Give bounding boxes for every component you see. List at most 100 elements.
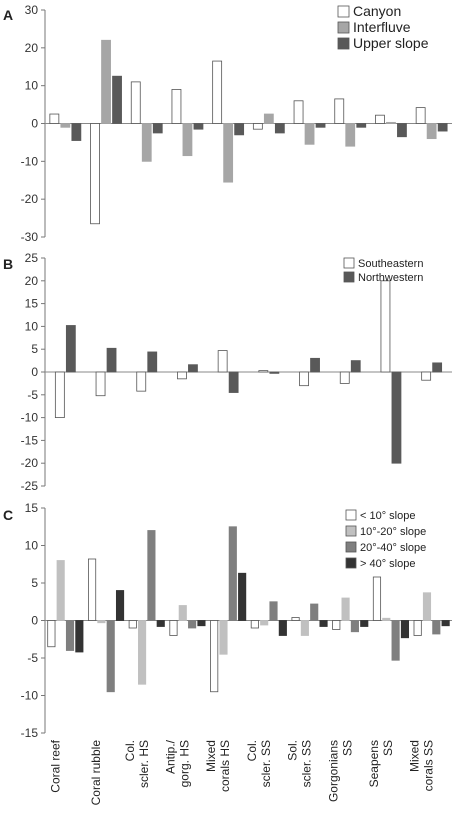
x-tick-label: Mixed xyxy=(204,740,218,772)
panel-B: B 25 20 15 10 5 0 -5 -10 -15 -20 -25 Southeastern Nor… xyxy=(3,251,452,493)
x-tick-label: gorg. HS xyxy=(177,740,191,787)
bar xyxy=(56,560,65,621)
bar xyxy=(441,620,450,627)
legend-swatch xyxy=(337,37,350,50)
x-tick-label: Sol. xyxy=(286,740,300,761)
legend-label: Upper slope xyxy=(353,35,429,51)
legend: < 10° slope 10°-20° slope 20°-40° slope > 4… xyxy=(345,509,426,570)
y-tick-label: -15 xyxy=(21,433,39,447)
bar xyxy=(391,371,402,464)
y-tick-label: 30 xyxy=(25,3,39,17)
bar xyxy=(178,605,187,621)
bar xyxy=(437,123,448,132)
legend-label: 10°-20° slope xyxy=(360,526,426,538)
legend-swatch xyxy=(345,541,357,553)
x-tick-label: Coral reef xyxy=(48,739,62,792)
bar xyxy=(156,620,165,627)
bar xyxy=(263,113,274,124)
bar xyxy=(304,123,315,145)
bar xyxy=(432,620,441,635)
y-tick-label: 15 xyxy=(25,297,39,311)
bar xyxy=(386,121,396,124)
panel-label: C xyxy=(3,507,13,523)
legend-swatch xyxy=(345,557,357,569)
bar xyxy=(293,100,304,124)
bar xyxy=(128,620,137,629)
legend-swatch xyxy=(343,271,355,283)
legend-swatch xyxy=(345,525,357,537)
bar xyxy=(421,371,432,381)
bar xyxy=(112,75,122,124)
legend-label: 20°-40° slope xyxy=(360,542,426,554)
bar xyxy=(115,590,125,621)
x-tick-label: scler. HS xyxy=(137,740,151,788)
legend-swatch xyxy=(337,5,350,18)
bar xyxy=(188,364,198,373)
y-tick-label: 25 xyxy=(25,251,39,265)
bar xyxy=(75,620,84,653)
y-tick-label: 20 xyxy=(25,41,39,55)
bar xyxy=(193,123,204,130)
bar xyxy=(88,558,97,621)
bar xyxy=(372,576,382,621)
bar xyxy=(212,60,223,124)
x-tick-label: corals SS xyxy=(422,740,436,791)
bar xyxy=(47,620,56,648)
bar xyxy=(341,597,350,621)
y-tick-label: -20 xyxy=(21,192,39,206)
bar xyxy=(432,362,443,373)
legend-label: Southeastern xyxy=(358,258,423,270)
bar xyxy=(97,620,106,624)
bar xyxy=(101,39,111,124)
bar xyxy=(269,601,278,621)
legend-label: Northwestern xyxy=(358,272,423,284)
x-tick-label: scler. SS xyxy=(300,740,314,787)
bar xyxy=(315,123,326,128)
y-tick-label: -10 xyxy=(21,411,39,425)
y-tick-label: -25 xyxy=(21,479,39,493)
x-tick-label: Gorgonians xyxy=(326,740,340,802)
bar xyxy=(250,620,259,629)
x-tick-label: SS xyxy=(340,740,354,756)
bar xyxy=(228,526,237,621)
bar xyxy=(171,89,182,124)
y-tick-label: -10 xyxy=(21,154,39,168)
x-tick-label: Antip./ xyxy=(163,739,177,774)
bar xyxy=(217,350,228,373)
legend-swatch xyxy=(337,21,350,34)
y-tick-label: 0 xyxy=(31,117,38,131)
panel-label: A xyxy=(3,7,13,23)
x-tick-label: Seapens xyxy=(367,740,381,787)
y-tick-label: 15 xyxy=(25,501,39,515)
bar xyxy=(310,603,319,621)
bar xyxy=(415,107,426,124)
y-tick-label: 0 xyxy=(31,365,38,379)
panel-C: C 15 10 5 0 -5 -10 -15 < 10° slope 10°-20° slope 2… xyxy=(3,501,452,740)
bar xyxy=(426,123,437,140)
bar xyxy=(177,371,187,380)
bar xyxy=(258,370,269,373)
legend-label: Canyon xyxy=(353,3,401,19)
y-tick-label: 5 xyxy=(31,342,38,356)
y-tick-label: 10 xyxy=(25,79,39,93)
bar xyxy=(65,325,76,373)
y-tick-label: -20 xyxy=(21,456,39,470)
bar xyxy=(152,123,163,134)
bar xyxy=(95,371,106,397)
y-tick-label: 10 xyxy=(25,319,39,333)
bar xyxy=(219,620,228,655)
bar xyxy=(223,123,234,183)
bar xyxy=(147,351,158,373)
x-tick-label: scler. SS xyxy=(259,740,273,787)
x-tick-label: corals HS xyxy=(218,740,232,792)
bar xyxy=(169,620,178,636)
bar xyxy=(422,592,432,621)
x-tick-label: Col. xyxy=(123,740,137,761)
legend-label: < 10° slope xyxy=(360,510,415,522)
bar xyxy=(210,620,219,693)
bar xyxy=(60,123,71,128)
bar xyxy=(106,620,115,693)
legend-label: > 40° slope xyxy=(360,558,415,570)
